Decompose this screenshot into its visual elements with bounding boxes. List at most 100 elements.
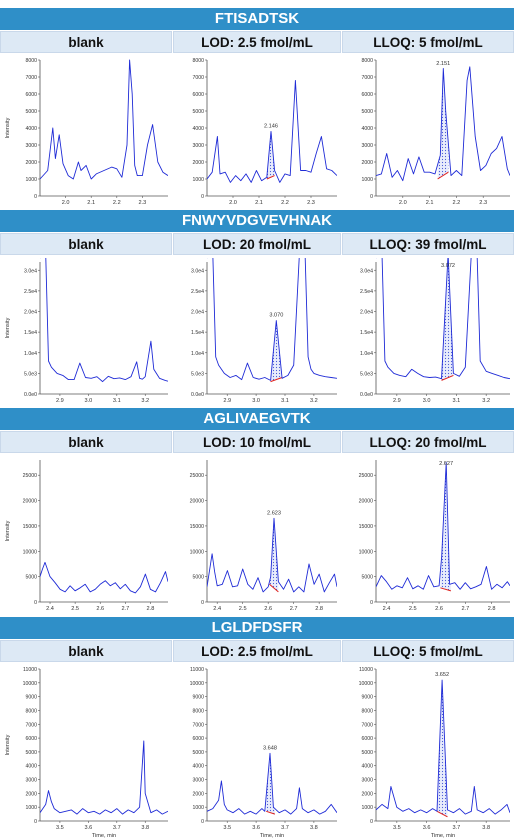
peptide-title: LGLDFDSFR (0, 617, 514, 639)
chromatogram-0: 0.0e0 5.0e3 1.0e4 1.5e4 2.0e4 2.5e4 3.0e4 2.9 3.… (5, 258, 168, 404)
x-tick-label: 2.3 (139, 200, 147, 206)
y-tick-label: 0 (201, 600, 204, 606)
y-tick-label: 1.5e4 (191, 330, 204, 336)
chromatogram-trace (376, 66, 510, 182)
column-header: LOD: 2.5 fmol/mL (173, 640, 341, 662)
column-header-row: blank LOD: 2.5 fmol/mL LLOQ: 5 fmol/mL (0, 31, 514, 54)
x-axis-label: Time, min (92, 833, 116, 839)
peak-label: 3.648 (263, 745, 277, 751)
y-tick-label: 20000 (23, 499, 38, 505)
column-header: LLOQ: 20 fmol/mL (342, 431, 514, 453)
peak-area (269, 518, 279, 592)
peak-baseline (266, 175, 275, 180)
y-tick-label: 0 (34, 819, 37, 825)
y-tick-label: 3000 (192, 143, 204, 149)
y-tick-label: 3000 (192, 778, 204, 784)
y-tick-label: 0.0e0 (24, 392, 37, 398)
x-tick-label: 2.5 (409, 606, 417, 612)
x-tick-label: 2.1 (87, 200, 95, 206)
y-tick-label: 0.0e0 (360, 392, 373, 398)
x-tick-label: 2.7 (290, 606, 298, 612)
y-tick-label: 10000 (359, 549, 374, 555)
y-tick-label: 8000 (361, 708, 373, 714)
x-tick-label: 2.4 (383, 606, 391, 612)
x-axis-label: Time, min (431, 833, 455, 839)
y-tick-label: 15000 (190, 524, 205, 530)
chromatogram-trace (40, 59, 168, 180)
y-tick-label: 15000 (23, 524, 38, 530)
y-tick-label: 10000 (190, 549, 205, 555)
y-tick-label: 4000 (25, 126, 37, 132)
peak-label: 2.627 (439, 461, 453, 467)
x-tick-label: 2.5 (71, 606, 79, 612)
chromatogram-trace (207, 752, 337, 815)
peak-label: 2.623 (267, 510, 281, 516)
peak-label: 3.652 (435, 672, 449, 678)
y-tick-label: 7000 (361, 722, 373, 728)
y-tick-label: 9000 (192, 695, 204, 701)
y-tick-label: 10000 (359, 681, 374, 687)
y-tick-label: 8000 (192, 58, 204, 64)
chromatogram-1: 0 5000 10000 15000 20000 25000 2.4 2.5 2.6 2.7 2.8… (190, 460, 337, 612)
y-tick-label: 0 (34, 194, 37, 200)
y-tick-label: 6000 (361, 736, 373, 742)
y-tick-label: 5000 (361, 109, 373, 115)
peak-baseline (266, 810, 276, 815)
x-tick-label: 3.5 (393, 825, 401, 831)
y-tick-label: 3.0e4 (24, 268, 37, 274)
y-tick-label: 25000 (190, 473, 205, 479)
y-tick-label: 1.0e4 (24, 351, 37, 357)
y-tick-label: 10000 (23, 549, 38, 555)
peak-label: 3.070 (269, 313, 283, 319)
y-tick-label: 0 (201, 194, 204, 200)
y-tick-label: 7000 (192, 722, 204, 728)
y-tick-label: 1.5e4 (24, 330, 37, 336)
y-tick-label: 2.0e4 (24, 310, 37, 316)
y-tick-label: 3000 (361, 778, 373, 784)
chromatogram-0: 0 1000 2000 3000 4000 5000 6000 7000 8000 9000 100… (5, 667, 168, 839)
y-tick-label: 1.0e4 (191, 351, 204, 357)
y-tick-label: 11000 (190, 667, 204, 673)
y-tick-label: 10000 (23, 681, 38, 687)
column-header: blank (0, 31, 172, 53)
peptide-title: AGLIVAEGVTK (0, 408, 514, 430)
y-tick-label: 5000 (361, 575, 373, 581)
y-tick-label: 0 (201, 819, 204, 825)
chromatogram-trace (376, 679, 510, 815)
peak-baseline (437, 171, 449, 180)
column-header: blank (0, 431, 172, 453)
y-tick-label: 5000 (361, 750, 373, 756)
chromatogram-0: 0 1000 2000 3000 4000 5000 6000 7000 8000 2.0 2.1 2… (5, 58, 168, 206)
x-tick-label: 2.6 (264, 606, 272, 612)
x-tick-label: 2.7 (461, 606, 469, 612)
column-header: LOD: 2.5 fmol/mL (173, 31, 341, 53)
chromatogram-1: 0 1000 2000 3000 4000 5000 6000 7000 8000 9000 100… (190, 667, 337, 839)
peak-label: 2.151 (436, 61, 450, 67)
y-tick-label: 8000 (361, 58, 373, 64)
peak-area (437, 680, 448, 817)
y-tick-label: 7000 (25, 75, 37, 81)
y-tick-label: 5000 (192, 750, 204, 756)
x-tick-label: 3.7 (113, 825, 121, 831)
chromatogram-trace (40, 740, 168, 815)
x-tick-label: 2.1 (426, 200, 434, 206)
column-header: LOD: 20 fmol/mL (173, 233, 341, 255)
y-tick-label: 1000 (361, 805, 373, 811)
y-tick-label: 1000 (25, 805, 37, 811)
x-tick-label: 2.9 (393, 398, 401, 404)
y-tick-label: 6000 (192, 92, 204, 98)
x-tick-label: 3.7 (453, 825, 461, 831)
y-tick-label: 25000 (23, 473, 38, 479)
y-tick-label: 3000 (25, 778, 37, 784)
y-tick-label: 1000 (192, 805, 204, 811)
x-tick-label: 3.6 (252, 825, 260, 831)
y-tick-label: 11000 (359, 667, 373, 673)
y-tick-label: 7000 (25, 722, 37, 728)
x-tick-label: 3.5 (56, 825, 64, 831)
y-tick-label: 25000 (359, 473, 374, 479)
x-tick-label: 3.2 (310, 398, 318, 404)
y-tick-label: 2000 (361, 160, 373, 166)
x-tick-label: 2.6 (96, 606, 104, 612)
y-tick-label: 4000 (25, 764, 37, 770)
peak-baseline (436, 810, 448, 818)
